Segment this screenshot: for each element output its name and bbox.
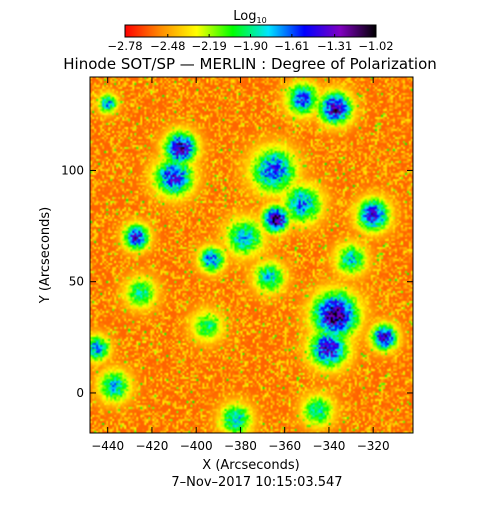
x-tick-label: −420 <box>135 439 168 453</box>
y-tick-label: 50 <box>69 275 84 289</box>
colorbar-ticks: −2.78 −2.48 −2.19 −1.90 −1.61 −1.31 −1.02 <box>107 34 394 53</box>
colorbar-label: Log10 <box>233 9 266 25</box>
x-tick-label: −380 <box>224 439 257 453</box>
colorbar-tick-label: −2.48 <box>150 39 185 53</box>
colorbar-tick-label: −1.90 <box>233 39 268 53</box>
colorbar-label-base: Log <box>233 9 256 24</box>
x-axis: −440 −420 −400 −380 −360 −340 −320 <box>91 77 390 453</box>
colorbar-label-sub: 10 <box>257 16 267 25</box>
y-tick-label: 0 <box>76 386 84 400</box>
colorbar-tick-label: −1.02 <box>358 39 393 53</box>
x-axis-label: X (Arcseconds) <box>202 458 299 473</box>
y-tick-label: 100 <box>61 163 84 177</box>
chart-title: Hinode SOT/SP — MERLIN : Degree of Polar… <box>63 55 437 73</box>
heatmap-image <box>90 77 413 433</box>
plot-frame <box>89 76 414 434</box>
timestamp: 7–Nov–2017 10:15:03.547 <box>171 475 342 490</box>
colorbar-tick-label: −2.19 <box>192 39 227 53</box>
y-axis-label: Y (Arcseconds) <box>38 207 53 304</box>
colorbar: Log10 −2.78 −2.48 −2.19 −1.90 −1.61 −1.31 −1.0… <box>107 9 393 53</box>
y-axis: 0 50 100 <box>61 163 413 400</box>
x-tick-label: −440 <box>91 439 124 453</box>
x-tick-label: −340 <box>312 439 345 453</box>
x-tick-label: −400 <box>180 439 213 453</box>
x-tick-label: −320 <box>357 439 390 453</box>
colorbar-tick-label: −2.78 <box>107 39 142 53</box>
colorbar-tick-label: −1.61 <box>274 39 309 53</box>
colorbar-tick-label: −1.31 <box>317 39 352 53</box>
x-tick-label: −360 <box>268 439 301 453</box>
